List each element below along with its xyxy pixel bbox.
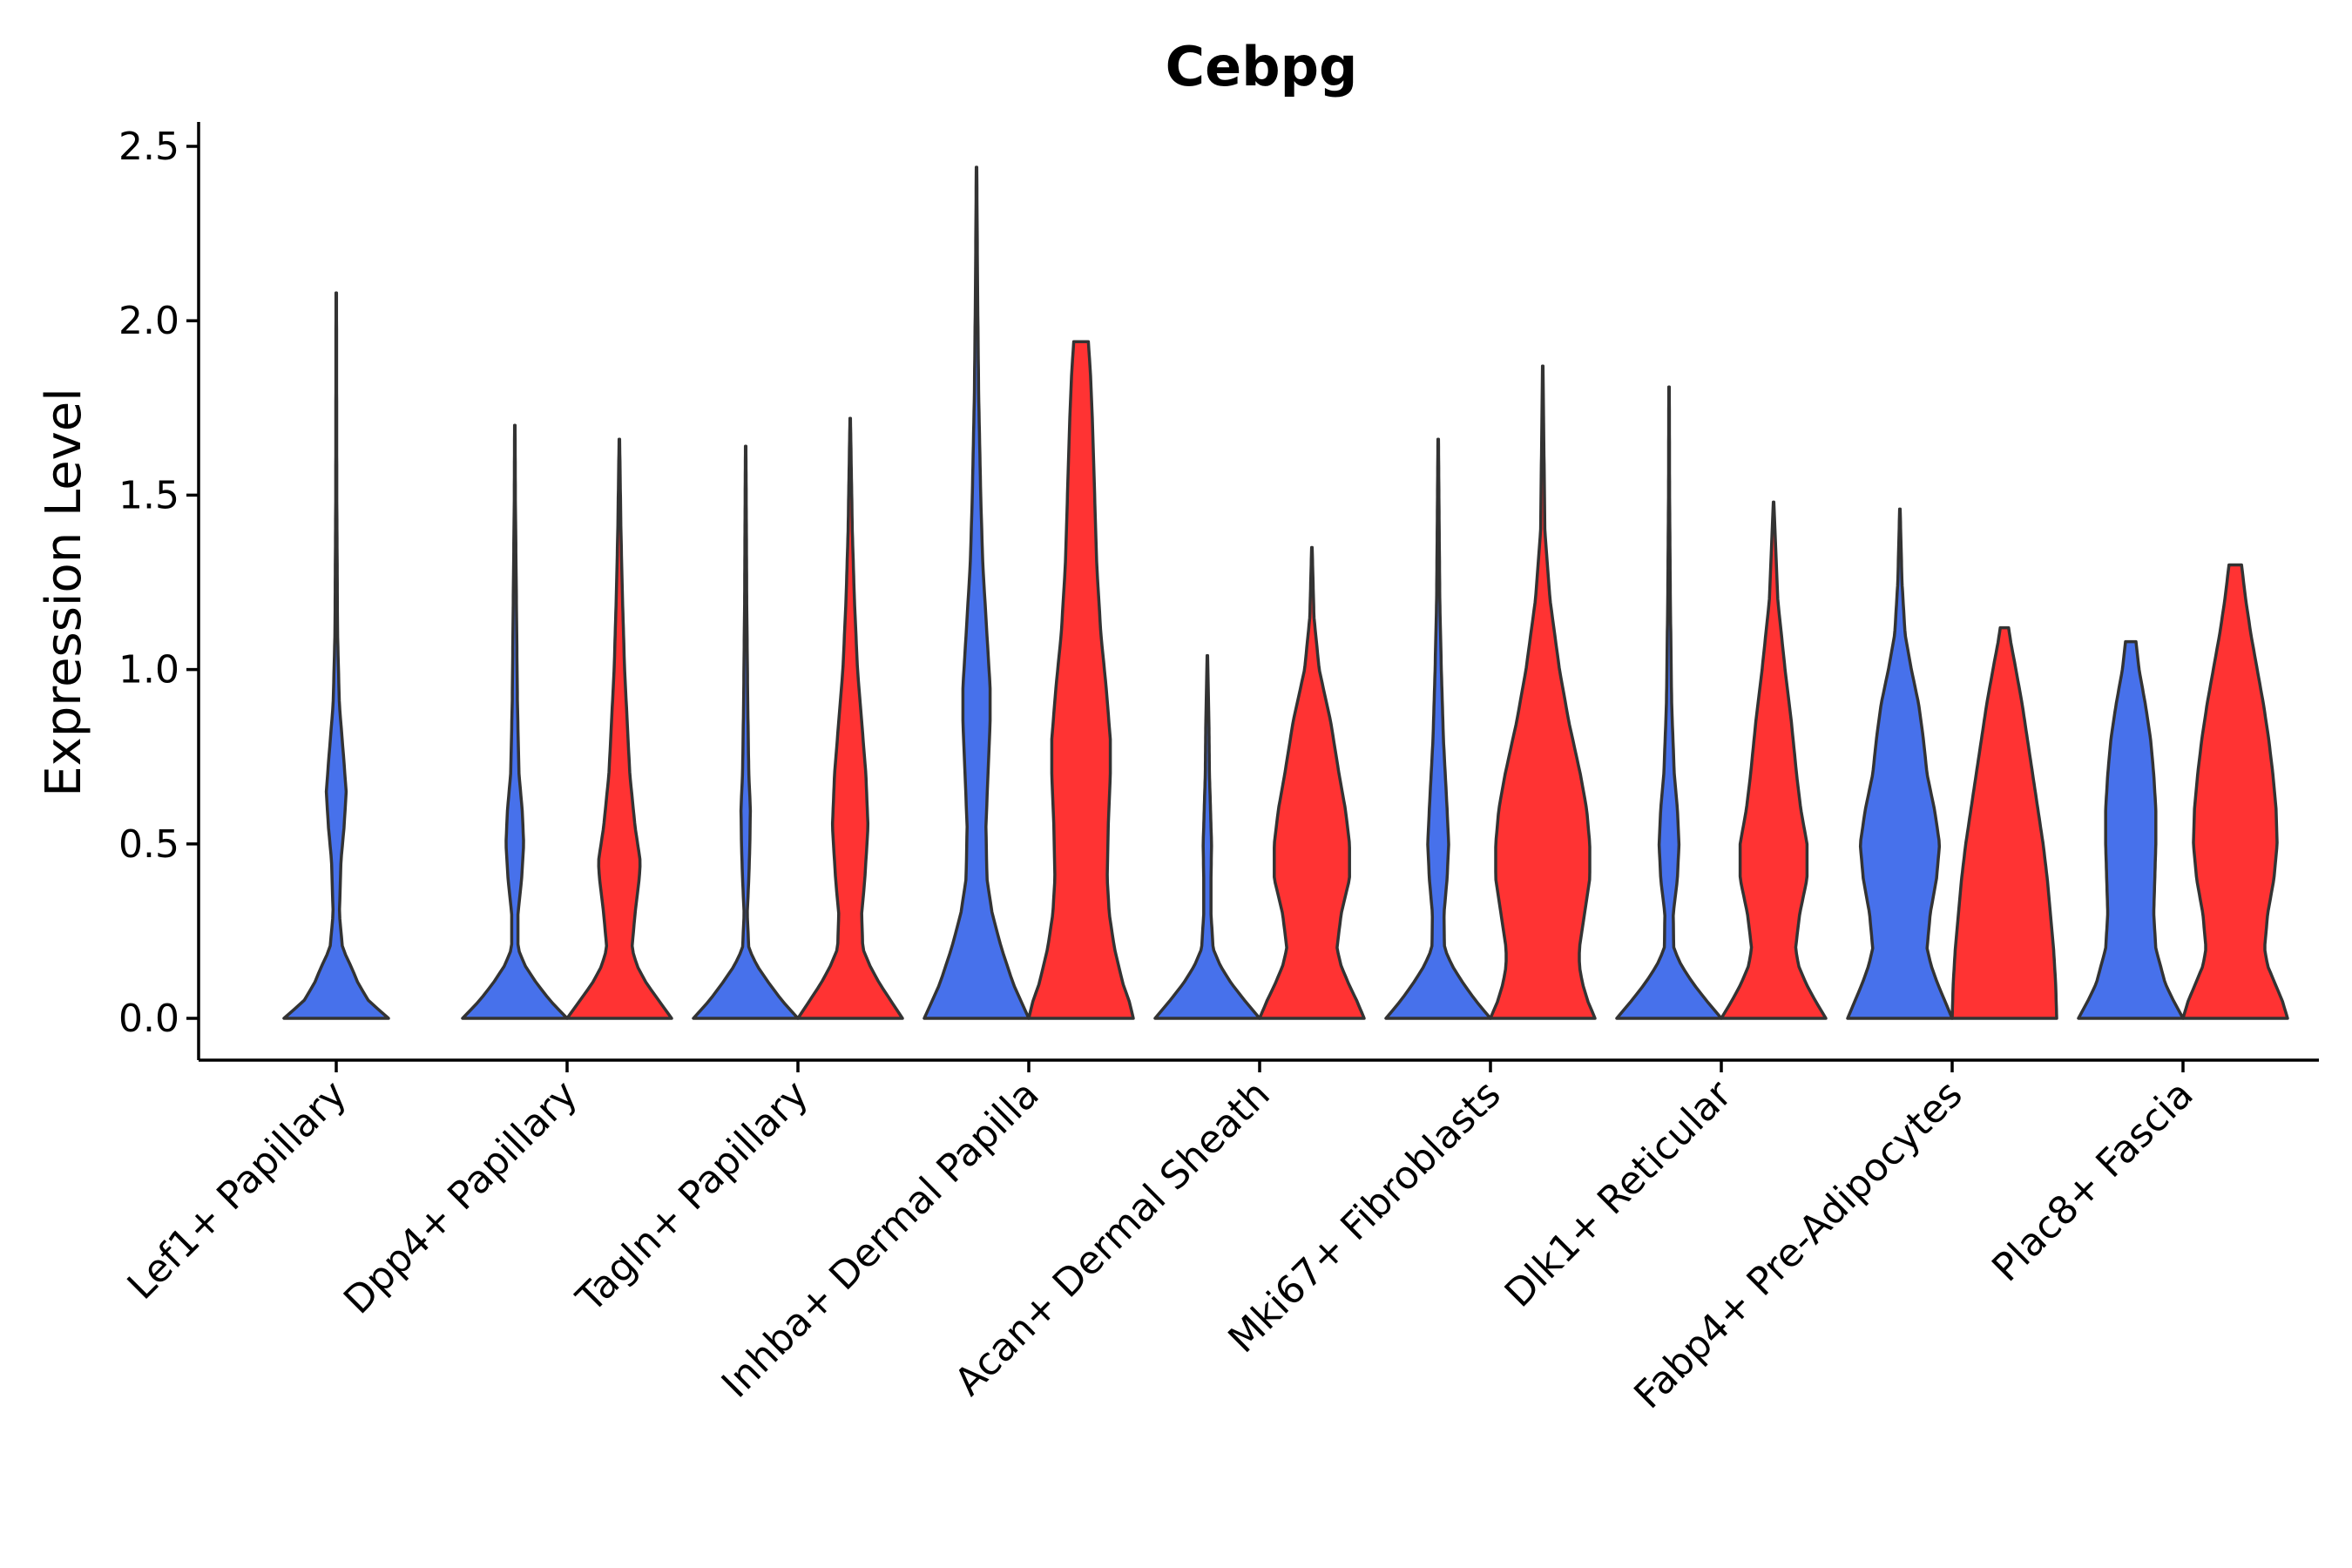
violin-group-2-3: [796, 416, 904, 1020]
y-tick-label: 1.0: [118, 648, 179, 693]
x-tick-label: Tagln+ Papillary: [568, 1072, 817, 1321]
violin-group-2-5: [1258, 545, 1366, 1020]
violin-group-1-6: [1384, 437, 1492, 1020]
violins-layer: [282, 166, 2289, 1020]
violin-group-1-4: [923, 166, 1031, 1020]
y-axis: 0.0 0.5 1.0 1.5 2.0 2.5: [118, 122, 200, 1060]
y-tick-label: 1.5: [118, 473, 179, 517]
violin-group-2-8: [1950, 625, 2058, 1020]
chart-title: Cebpg: [1166, 35, 1358, 98]
y-tick-label: 0.5: [118, 822, 179, 867]
y-axis-label: Expression Level: [36, 388, 92, 797]
violin-group-2-9: [2181, 563, 2289, 1020]
y-tick-label: 2.5: [118, 125, 179, 169]
violin-group-1-7: [1615, 385, 1723, 1020]
violin-group-2-7: [1720, 500, 1828, 1020]
y-tick-label: 0.0: [118, 997, 179, 1041]
violin-group-1-9: [2077, 639, 2185, 1020]
violin-group-1-8: [1846, 507, 1954, 1020]
x-tick-label: Dlk1+ Reticular: [1497, 1071, 1741, 1316]
violin-group-2-6: [1489, 364, 1597, 1020]
violin-group-1-5: [1153, 653, 1261, 1020]
x-tick-label: Plac8+ Fascia: [1984, 1072, 2202, 1291]
violin-group-1-2: [461, 423, 569, 1020]
violin-group-1-1: [282, 291, 390, 1020]
y-tick-label: 2.0: [118, 299, 179, 343]
violin-group-2-2: [565, 437, 673, 1020]
violin-group-2-4: [1027, 340, 1135, 1020]
x-tick-label: Dpp4+ Papillary: [335, 1072, 586, 1323]
x-tick-label: Lef1+ Papillary: [119, 1072, 355, 1308]
violin-group-1-3: [692, 444, 800, 1020]
